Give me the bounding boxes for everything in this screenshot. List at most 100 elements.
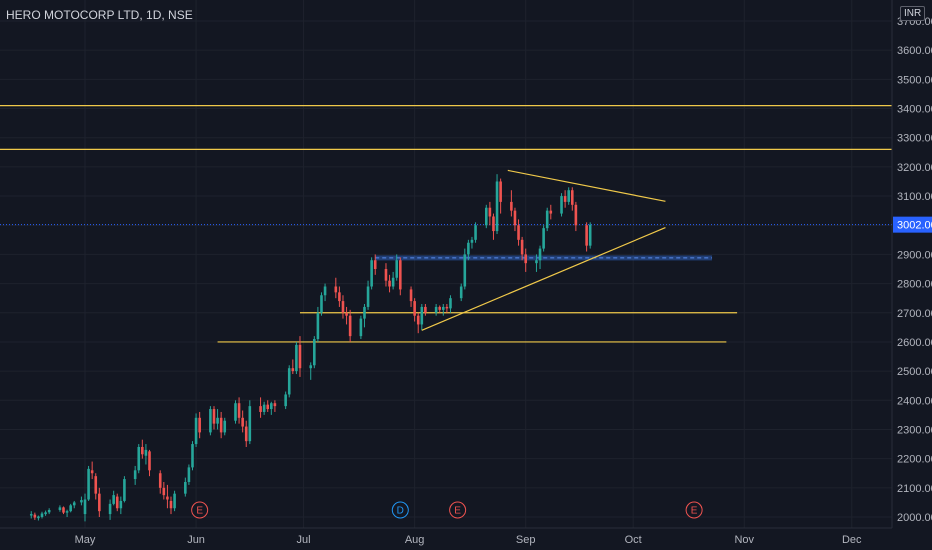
candle-body xyxy=(69,505,72,512)
candle-body xyxy=(184,481,187,494)
chart-grid xyxy=(0,0,892,528)
x-tick-label: Jun xyxy=(187,534,205,546)
candle-body xyxy=(313,339,316,366)
candle-body xyxy=(316,312,320,340)
x-tick-label: Oct xyxy=(625,534,642,546)
candle-body xyxy=(434,306,438,313)
candle-body xyxy=(323,286,327,296)
candle-body xyxy=(359,318,363,337)
currency-badge[interactable]: INR xyxy=(900,6,926,21)
candle-body xyxy=(65,511,69,513)
candle-body xyxy=(72,502,76,506)
candle-body xyxy=(162,487,166,496)
candle-body xyxy=(158,473,162,488)
candle-body xyxy=(212,409,216,424)
y-tick-label: 3500.00 xyxy=(897,74,932,86)
candle-body xyxy=(219,417,223,433)
candle-body xyxy=(98,493,101,512)
candle-body xyxy=(273,403,277,407)
x-tick-label: Nov xyxy=(734,534,754,546)
x-tick-label: Dec xyxy=(842,534,862,546)
candle-body xyxy=(445,306,449,309)
candle-body xyxy=(449,298,452,309)
y-tick-label: 2300.00 xyxy=(897,424,932,436)
candle-body xyxy=(237,403,241,418)
candle-body xyxy=(574,204,578,226)
candle-body xyxy=(341,301,345,313)
candle-body xyxy=(395,260,399,278)
candle-body xyxy=(399,260,402,290)
candle-body xyxy=(345,312,348,316)
candle-body xyxy=(112,495,115,504)
candle-body xyxy=(29,514,33,516)
event-marker-dividend xyxy=(391,501,409,519)
candle-body xyxy=(241,417,244,427)
candle-body xyxy=(338,292,341,302)
event-marker-earnings xyxy=(191,501,209,519)
candle-body xyxy=(373,260,377,269)
candle-body xyxy=(83,499,87,515)
candle-body xyxy=(33,514,37,518)
candle-body xyxy=(363,306,366,319)
candle-body xyxy=(420,306,424,325)
candle-body xyxy=(563,196,567,202)
y-tick-label: 2000.00 xyxy=(897,512,932,524)
candle-body xyxy=(585,225,588,246)
event-marker-earnings xyxy=(685,501,703,519)
candle-body xyxy=(542,228,545,249)
candle-body xyxy=(499,181,502,202)
candle-body xyxy=(484,207,488,226)
candle-body xyxy=(384,269,388,281)
candle-body xyxy=(287,368,291,395)
candle-body xyxy=(309,365,313,369)
candle-body xyxy=(538,248,542,261)
candle-body xyxy=(413,301,416,316)
candle-body xyxy=(137,446,141,471)
candle-body xyxy=(194,417,198,445)
candle-body xyxy=(438,306,442,310)
candle-body xyxy=(141,446,144,455)
candle-body xyxy=(370,260,373,287)
candlestick-series xyxy=(29,174,592,522)
candle-body xyxy=(388,280,391,287)
candle-body xyxy=(409,289,413,302)
candle-body xyxy=(334,286,338,293)
candle-body xyxy=(291,368,295,372)
time-axis[interactable]: May Jun Jul Aug Sep Oct Nov Dec xyxy=(0,527,932,550)
candle-body xyxy=(37,516,40,519)
price-axis[interactable]: 2000.00 2100.00 2200.00 2300.00 2400.00 2500.… xyxy=(891,0,932,550)
candle-body xyxy=(44,512,47,515)
trendlines xyxy=(421,169,666,331)
candle-body xyxy=(570,190,574,205)
time-axis-bg xyxy=(0,528,932,550)
candle-body xyxy=(248,406,252,442)
candle-body xyxy=(298,344,302,369)
candle-body xyxy=(424,306,427,313)
candle-body xyxy=(549,210,553,214)
y-tick-label: 3200.00 xyxy=(897,162,932,174)
candle-body xyxy=(545,210,549,229)
candle-body xyxy=(40,513,44,517)
candle-body xyxy=(517,225,520,240)
candle-body xyxy=(144,449,148,456)
candle-body xyxy=(223,420,227,433)
candle-body xyxy=(459,286,463,299)
candle-body xyxy=(234,403,237,421)
candle-body xyxy=(108,503,112,515)
candle-body xyxy=(588,224,592,246)
y-tick-label: 2600.00 xyxy=(897,337,932,349)
candle-body xyxy=(148,451,151,471)
y-tick-label: 2400.00 xyxy=(897,395,932,407)
candle-body xyxy=(495,181,499,232)
y-tick-label: 3600.00 xyxy=(897,45,932,57)
y-tick-label: 2800.00 xyxy=(897,279,932,291)
candle-body xyxy=(119,500,123,509)
candle-body xyxy=(366,286,370,307)
last-price-label: 3002.00 xyxy=(897,220,932,232)
candle-body xyxy=(295,344,298,372)
candle-body xyxy=(266,404,270,410)
candle-body xyxy=(80,500,83,503)
y-tick-label: 2700.00 xyxy=(897,308,932,320)
chart-title: HERO MOTOCORP LTD, 1D, NSE xyxy=(6,8,193,22)
